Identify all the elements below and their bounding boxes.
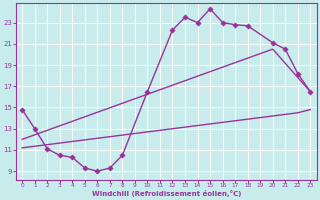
X-axis label: Windchill (Refroidissement éolien,°C): Windchill (Refroidissement éolien,°C) xyxy=(92,190,241,197)
